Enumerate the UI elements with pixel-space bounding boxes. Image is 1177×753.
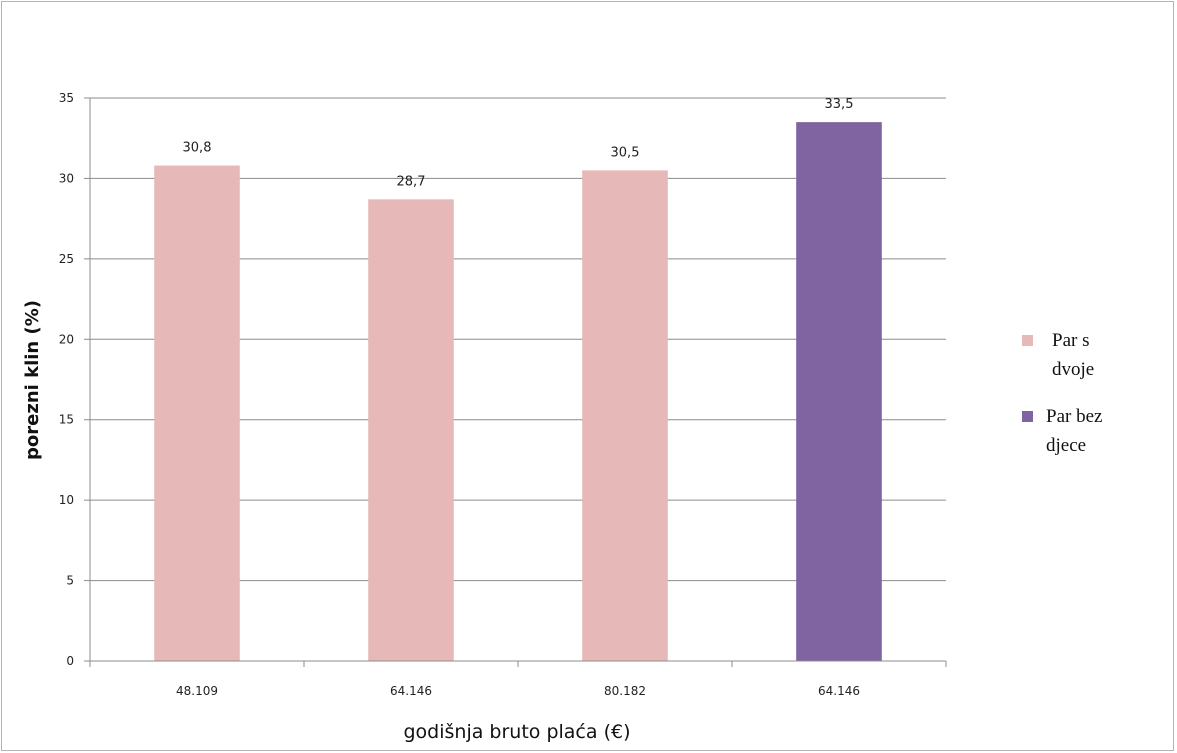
y-tick-label: 10 [59,493,74,507]
y-tick-labels: 0 5 10 15 20 25 30 35 [59,91,74,668]
data-label: 30,8 [183,141,212,156]
x-tick-label: 48.109 [176,684,218,698]
data-label: 33,5 [825,97,854,112]
data-label: 30,5 [611,145,640,160]
bars [154,122,882,662]
bar [154,165,240,661]
bar [368,199,454,661]
y-tick-label: 5 [66,574,74,588]
y-axis-title: porezni klin (%) [22,300,43,460]
x-tick-labels: 48.109 64.146 80.182 64.146 [176,684,860,698]
legend-label: Par s [1052,330,1089,351]
x-tick-label: 64.146 [390,684,432,698]
x-axis-title: godišnja bruto plaća (€) [404,721,631,743]
legend-swatch [1022,335,1033,346]
legend-label: djece [1046,435,1086,456]
bar [582,170,668,661]
legend-swatch [1022,411,1033,422]
y-tick-label: 15 [59,413,74,427]
y-tick-label: 0 [66,654,74,668]
legend-item: Par s dvoje [1022,330,1094,380]
x-tick-label: 64.146 [818,684,860,698]
legend: Par s dvoje Par bez djece [1022,330,1102,456]
bar [796,122,882,662]
y-tick-label: 20 [59,332,74,346]
legend-label: dvoje [1052,359,1094,380]
y-tick-label: 30 [59,171,74,185]
y-tick-label: 25 [59,252,74,266]
x-tick-label: 80.182 [604,684,646,698]
data-labels: 30,8 28,7 30,5 33,5 [183,97,854,189]
legend-item: Par bez djece [1022,406,1102,456]
axes [84,97,947,667]
legend-label: Par bez [1046,406,1102,427]
y-tick-label: 35 [59,91,74,105]
data-label: 28,7 [397,174,426,189]
